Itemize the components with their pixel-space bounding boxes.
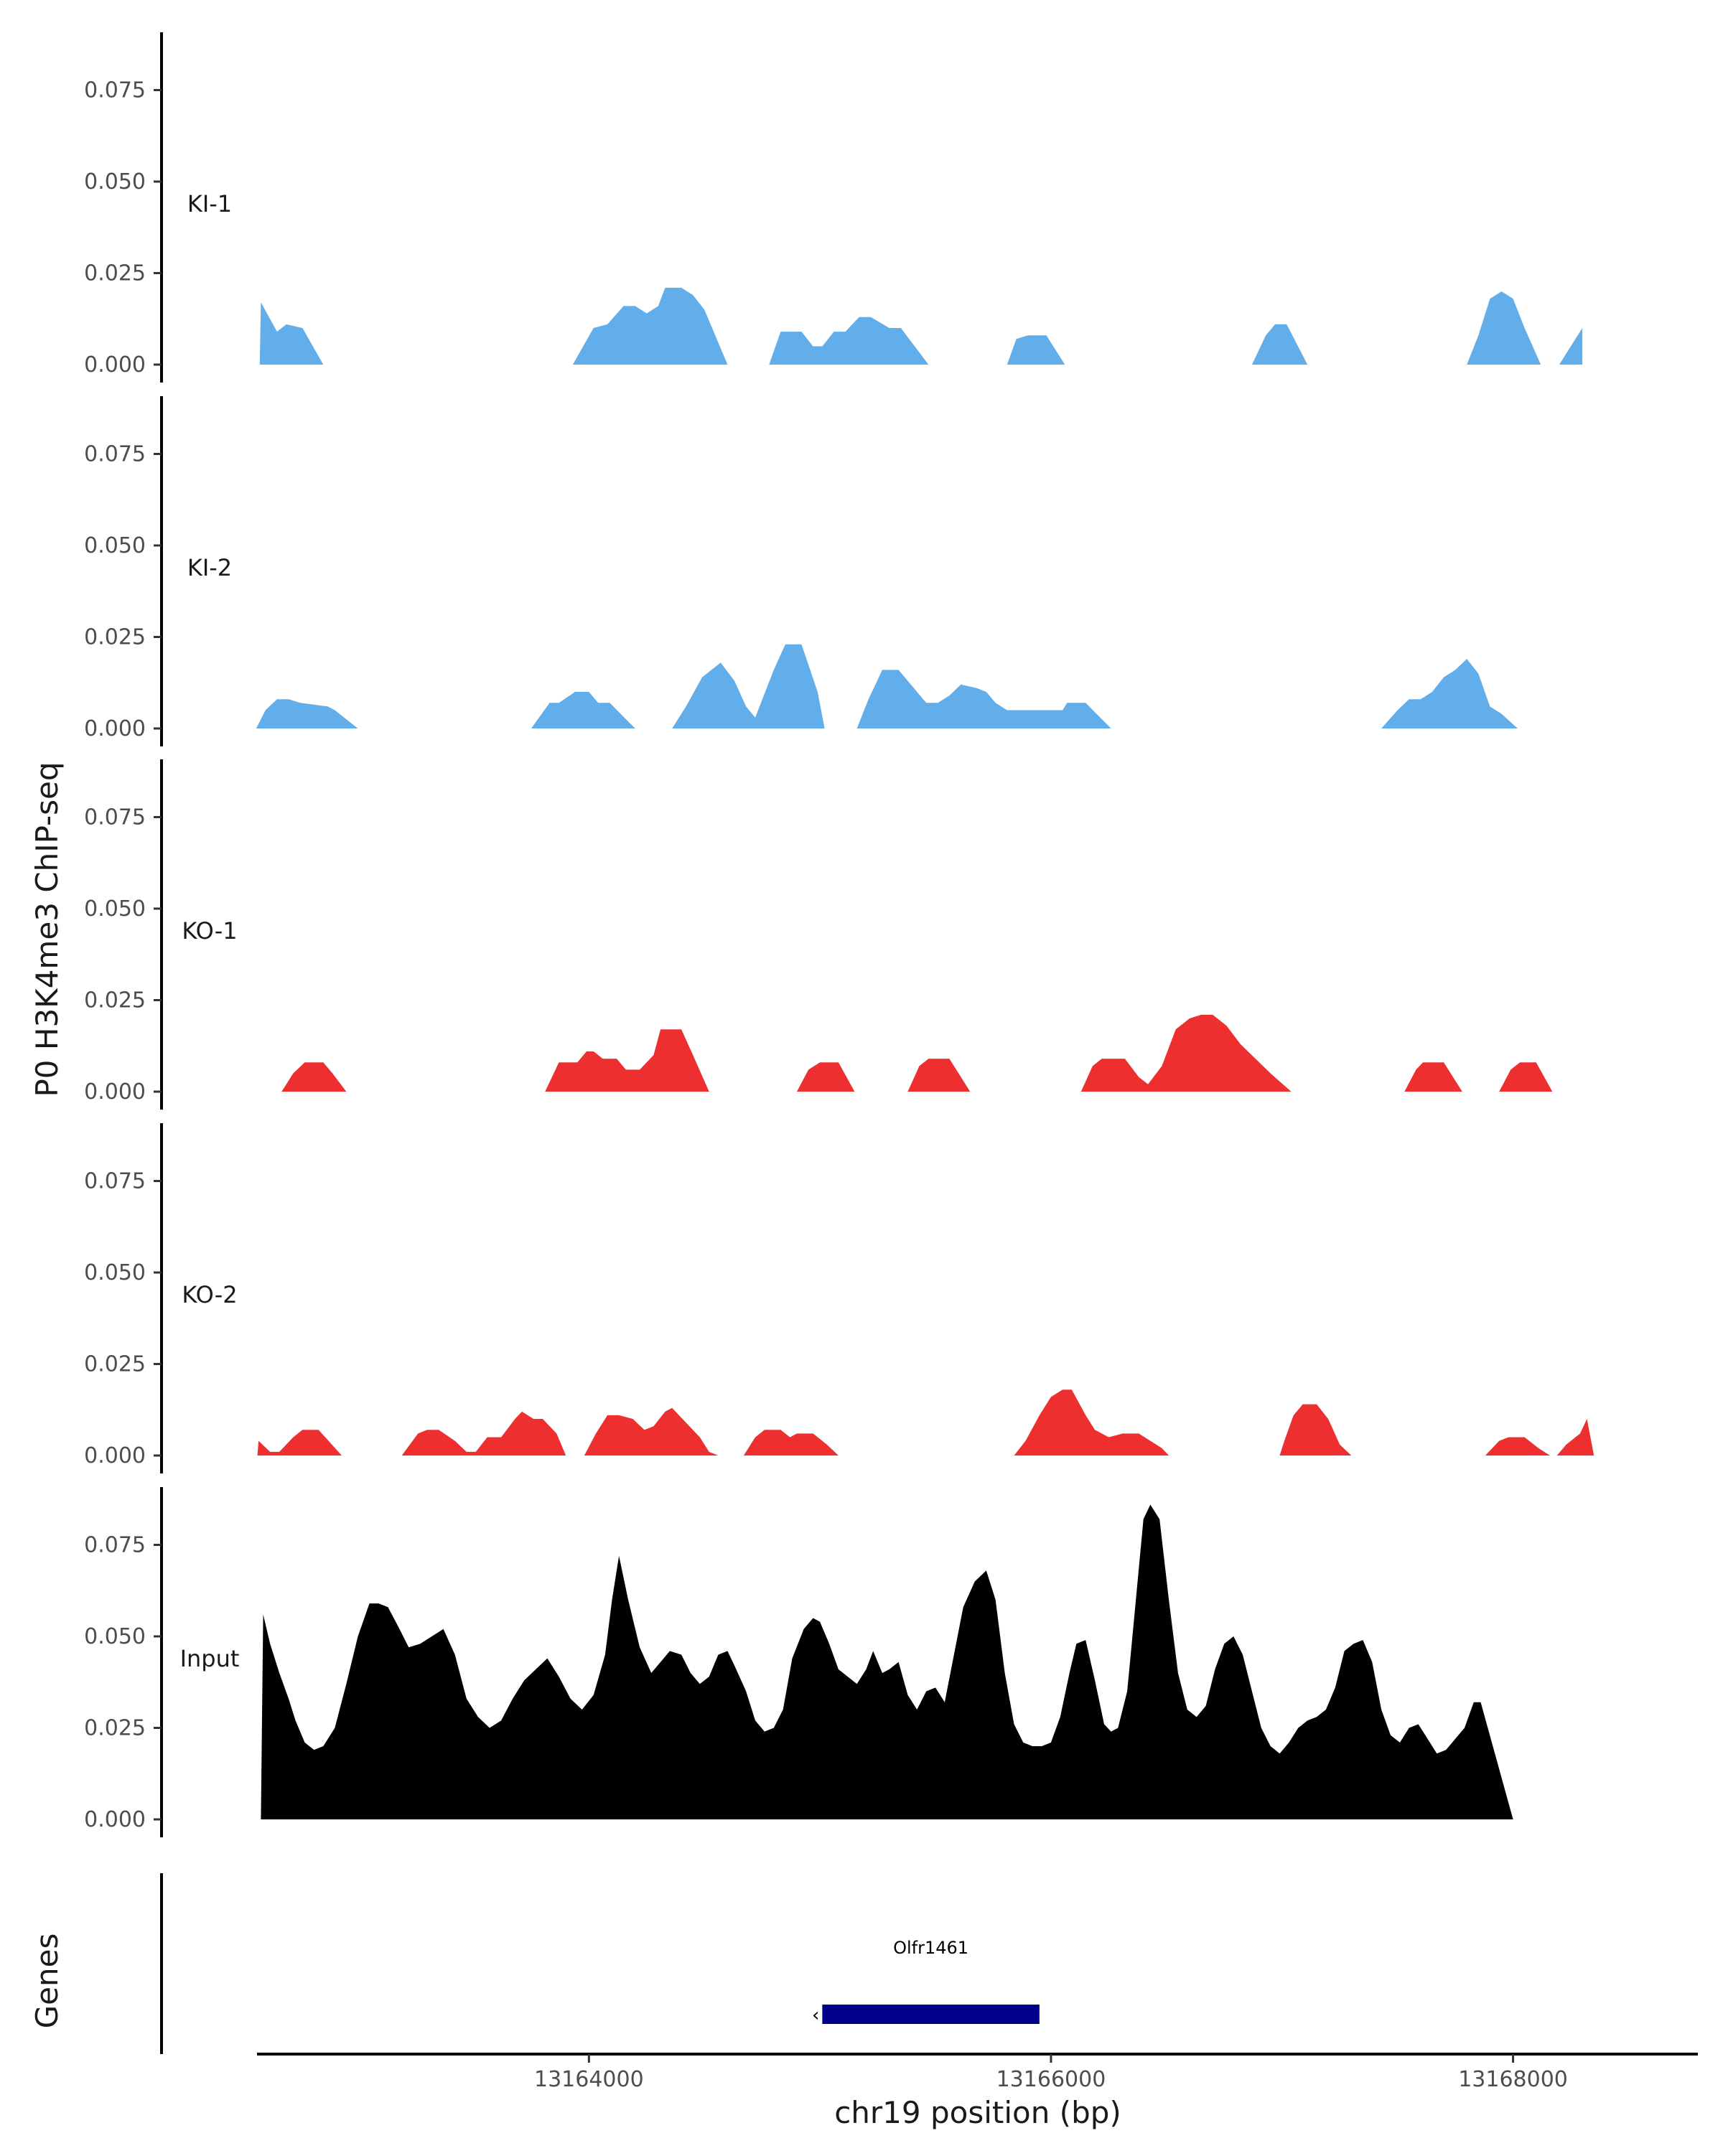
y-tick-label: 0.025 (84, 625, 146, 650)
series-area-ko-2 (257, 1389, 1594, 1456)
y-tick-label: 0.025 (84, 1352, 146, 1377)
series-area-ki-1 (259, 287, 1583, 365)
x-tick-label: 13166000 (996, 2067, 1106, 2092)
track-label: Input (180, 1645, 240, 1672)
y-tick-label: 0.050 (84, 1260, 146, 1285)
y-tick-label: 0.000 (84, 1443, 146, 1468)
track-ko-1: 0.000 0.025 0.050 0.075 KO-1 (84, 759, 1553, 1110)
x-tick-label: 13168000 (1458, 2067, 1568, 2092)
y-tick-label: 0.050 (84, 169, 146, 194)
y-tick-label: 0.050 (84, 896, 146, 922)
gene-label: Olfr1461 (893, 1938, 968, 1958)
series-area-input (261, 1504, 1513, 1819)
x-axis: chr19 position (bp) 13164000 13166000 1316… (257, 2053, 1698, 2130)
series-area-ko-1 (281, 1014, 1553, 1092)
y-tick-label: 0.000 (84, 716, 146, 741)
x-axis-title: chr19 position (bp) (834, 2095, 1121, 2130)
y-tick-label: 0.050 (84, 533, 146, 558)
y-axis-title: P0 H3K4me3 ChIP-seq (29, 761, 65, 1097)
y-tick-label: 0.000 (84, 1079, 146, 1105)
track-panels: 0.0000.0250.0500.075KI-10.0000.0250.0500… (84, 32, 1594, 1837)
track-label: KI-1 (187, 190, 232, 217)
track-label: KI-2 (187, 554, 232, 581)
y-tick-label: 0.025 (84, 1716, 146, 1741)
track-label: KO-2 (182, 1281, 237, 1308)
y-tick-label: 0.075 (84, 805, 146, 830)
track-ki-1: 0.000 0.025 0.050 0.075 KI-1 (84, 32, 1583, 383)
track-label: KO-1 (182, 917, 237, 945)
y-tick-label: 0.025 (84, 988, 146, 1013)
track-input: 0.000 0.025 0.050 0.075 Input (84, 1487, 1513, 1837)
genes-axis-title: Genes (29, 1934, 65, 2029)
gene-strand-arrow: ‹ (812, 2005, 819, 2026)
y-tick-label: 0.050 (84, 1624, 146, 1649)
y-tick-label: 0.075 (84, 78, 146, 103)
x-tick-label: 13164000 (534, 2067, 644, 2092)
y-tick-label: 0.025 (84, 261, 146, 286)
y-tick-label: 0.075 (84, 442, 146, 467)
gene-panel: Genes ‹ Olfr1461 (29, 1873, 1040, 2054)
y-tick-label: 0.075 (84, 1169, 146, 1194)
series-area-ki-2 (256, 644, 1518, 728)
track-ki-2: 0.000 0.025 0.050 0.075 KI-2 (84, 396, 1518, 746)
y-tick-label: 0.000 (84, 1807, 146, 1832)
track-ko-2: 0.000 0.025 0.050 0.075 KO-2 (84, 1123, 1594, 1473)
gene-body (822, 2005, 1040, 2024)
y-tick-label: 0.075 (84, 1533, 146, 1558)
y-tick-label: 0.000 (84, 352, 146, 378)
